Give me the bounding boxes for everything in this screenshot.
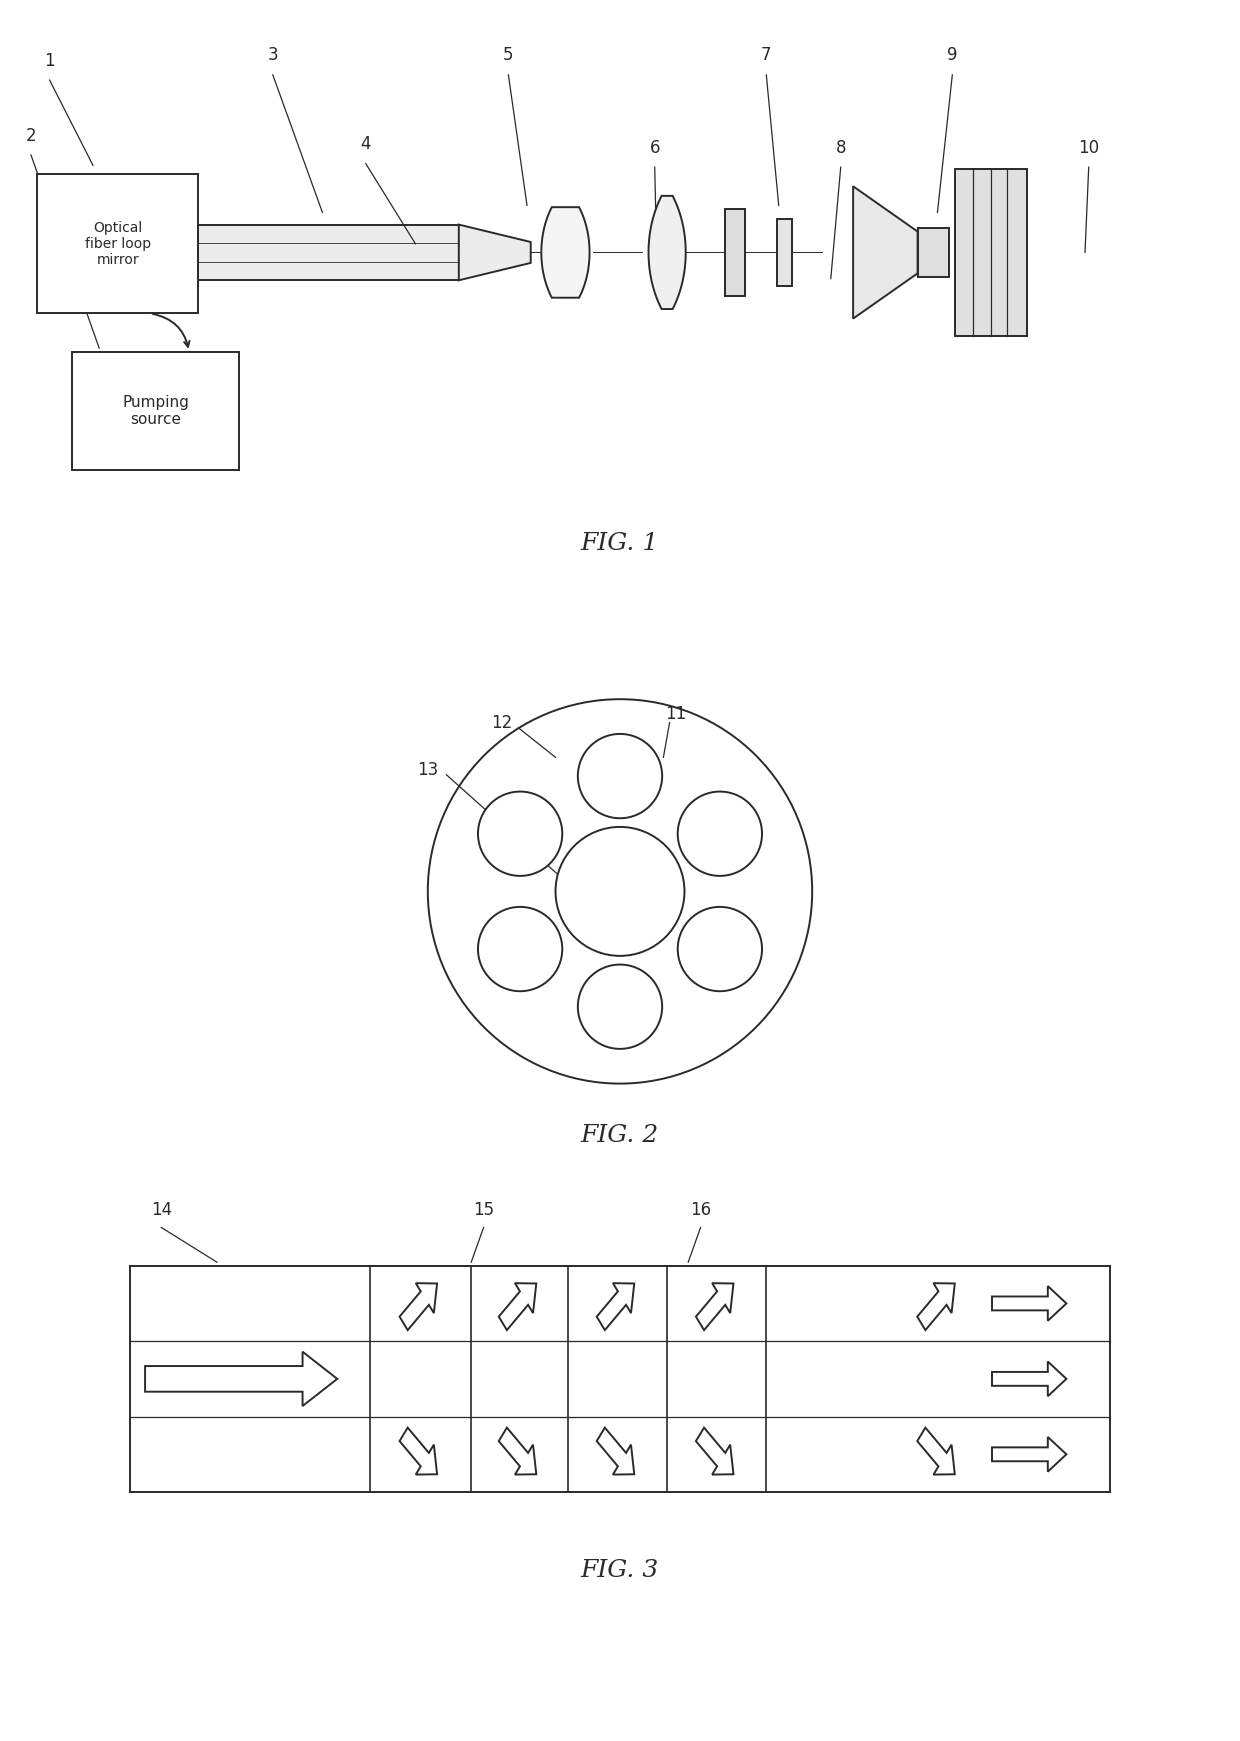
Ellipse shape [477,792,562,876]
Text: Pumping
source: Pumping source [123,395,188,427]
Polygon shape [498,1428,536,1475]
Text: FIG. 3: FIG. 3 [580,1558,660,1583]
Polygon shape [918,1428,955,1475]
Ellipse shape [556,827,684,956]
Text: 16: 16 [689,1201,712,1219]
Text: 14: 14 [150,1201,172,1219]
Text: 15: 15 [472,1201,495,1219]
Polygon shape [498,1283,536,1330]
Polygon shape [145,1351,337,1407]
Text: 6: 6 [650,139,660,157]
Polygon shape [696,1428,733,1475]
Polygon shape [596,1283,634,1330]
Text: FIG. 1: FIG. 1 [580,531,660,555]
Polygon shape [918,228,949,277]
Text: 5: 5 [503,47,513,64]
Polygon shape [992,1361,1066,1396]
Text: 9: 9 [947,47,957,64]
Polygon shape [696,1283,733,1330]
Ellipse shape [678,792,763,876]
Text: Optical
fiber loop
mirror: Optical fiber loop mirror [84,221,151,266]
Text: 13: 13 [417,761,439,778]
Polygon shape [992,1436,1066,1471]
Polygon shape [853,186,918,319]
Text: 10: 10 [1078,139,1100,157]
Ellipse shape [477,907,562,991]
Polygon shape [399,1428,436,1475]
Polygon shape [596,1428,634,1475]
Bar [130,1266,1110,1492]
Text: 4: 4 [361,136,371,153]
Polygon shape [918,1283,955,1330]
Polygon shape [542,207,589,298]
Bar [777,219,792,286]
Text: 3: 3 [268,47,278,64]
Bar [955,169,1027,336]
Bar [72,352,239,470]
Ellipse shape [578,965,662,1048]
Ellipse shape [428,700,812,1083]
Ellipse shape [678,907,763,991]
Text: 7: 7 [761,47,771,64]
Text: 2: 2 [26,127,36,145]
Polygon shape [649,197,686,310]
Polygon shape [992,1287,1066,1321]
Polygon shape [459,225,531,280]
Text: FIG. 2: FIG. 2 [580,1123,660,1147]
Text: 11: 11 [665,705,687,723]
Text: 8: 8 [836,139,846,157]
Polygon shape [399,1283,436,1330]
Text: 1: 1 [45,52,55,70]
Bar [198,225,459,280]
Bar [37,174,198,313]
Ellipse shape [578,735,662,818]
Text: 12: 12 [491,714,513,731]
Bar [725,209,745,296]
